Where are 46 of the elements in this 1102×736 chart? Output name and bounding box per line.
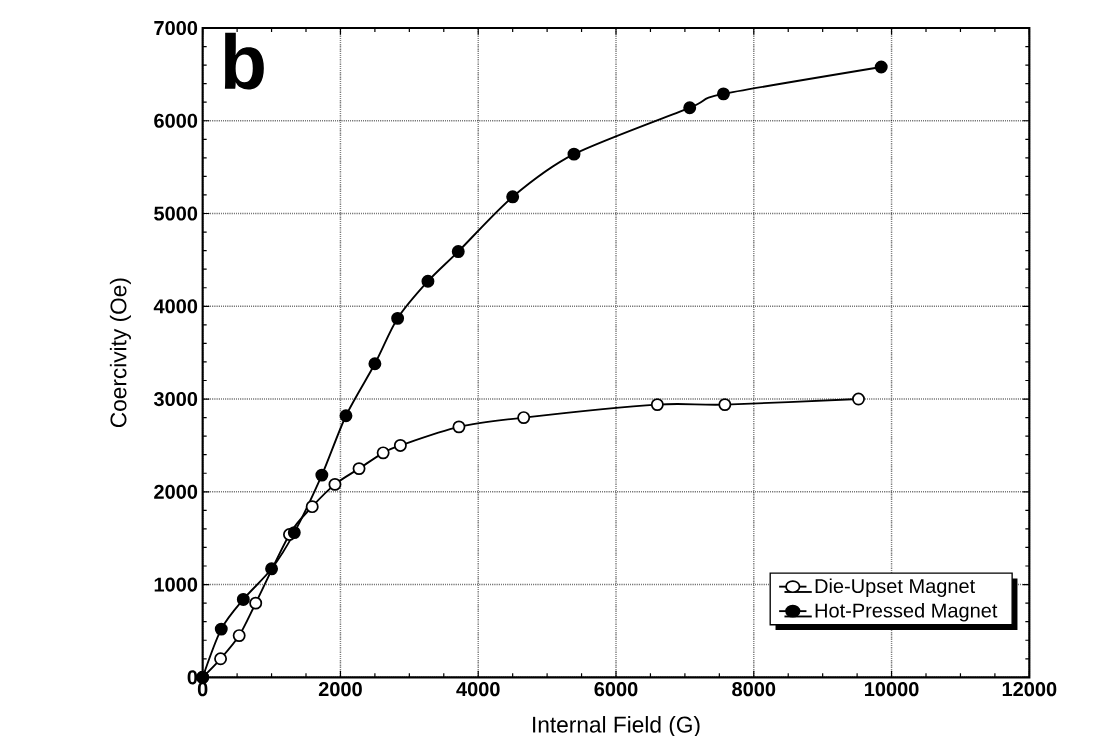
y-tick-label: 6000 xyxy=(154,113,198,128)
point xyxy=(315,468,329,482)
point xyxy=(451,245,465,259)
point xyxy=(339,409,353,423)
x-tick-label: 2000 xyxy=(318,682,362,697)
point xyxy=(352,462,366,476)
point xyxy=(683,101,697,115)
point xyxy=(265,562,279,576)
point xyxy=(717,87,730,101)
point xyxy=(249,596,263,610)
point xyxy=(368,357,382,371)
x-tick-label: 4000 xyxy=(456,682,500,697)
point xyxy=(376,446,390,460)
y-axis-title: Coercivity (Oe) xyxy=(109,278,131,428)
point xyxy=(718,398,732,412)
point xyxy=(391,311,405,325)
y-tick-label: 3000 xyxy=(153,391,198,407)
y-tick-label: 4000 xyxy=(153,299,198,314)
y-tick-label: 1000 xyxy=(154,577,198,592)
point xyxy=(236,592,250,606)
legend-label: Die-Upset Magnet xyxy=(815,578,976,598)
point xyxy=(287,526,301,540)
x-tick-label: 10000 xyxy=(865,682,919,697)
point xyxy=(305,500,319,514)
x-tick-label: 6000 xyxy=(594,682,638,697)
annotation: b xyxy=(224,32,264,90)
point xyxy=(328,477,342,491)
y-tick-label: 0 xyxy=(187,670,198,685)
point xyxy=(452,420,466,434)
point xyxy=(393,438,407,452)
point xyxy=(506,190,520,204)
point xyxy=(874,60,888,74)
y-tick-label: 5000 xyxy=(154,206,198,221)
y-tick-label: 7000 xyxy=(154,20,198,36)
point xyxy=(214,652,228,666)
x-tick-label: 8000 xyxy=(732,682,776,697)
y-tick-label: 2000 xyxy=(154,484,198,499)
point xyxy=(214,622,228,636)
point xyxy=(232,629,246,643)
legend-label: Hot-Pressed Magnet xyxy=(815,602,998,622)
point xyxy=(421,274,435,288)
point xyxy=(852,392,865,406)
point xyxy=(650,398,664,412)
x-tick-label: 12000 xyxy=(1002,682,1057,697)
point xyxy=(567,147,581,161)
point xyxy=(517,411,531,425)
